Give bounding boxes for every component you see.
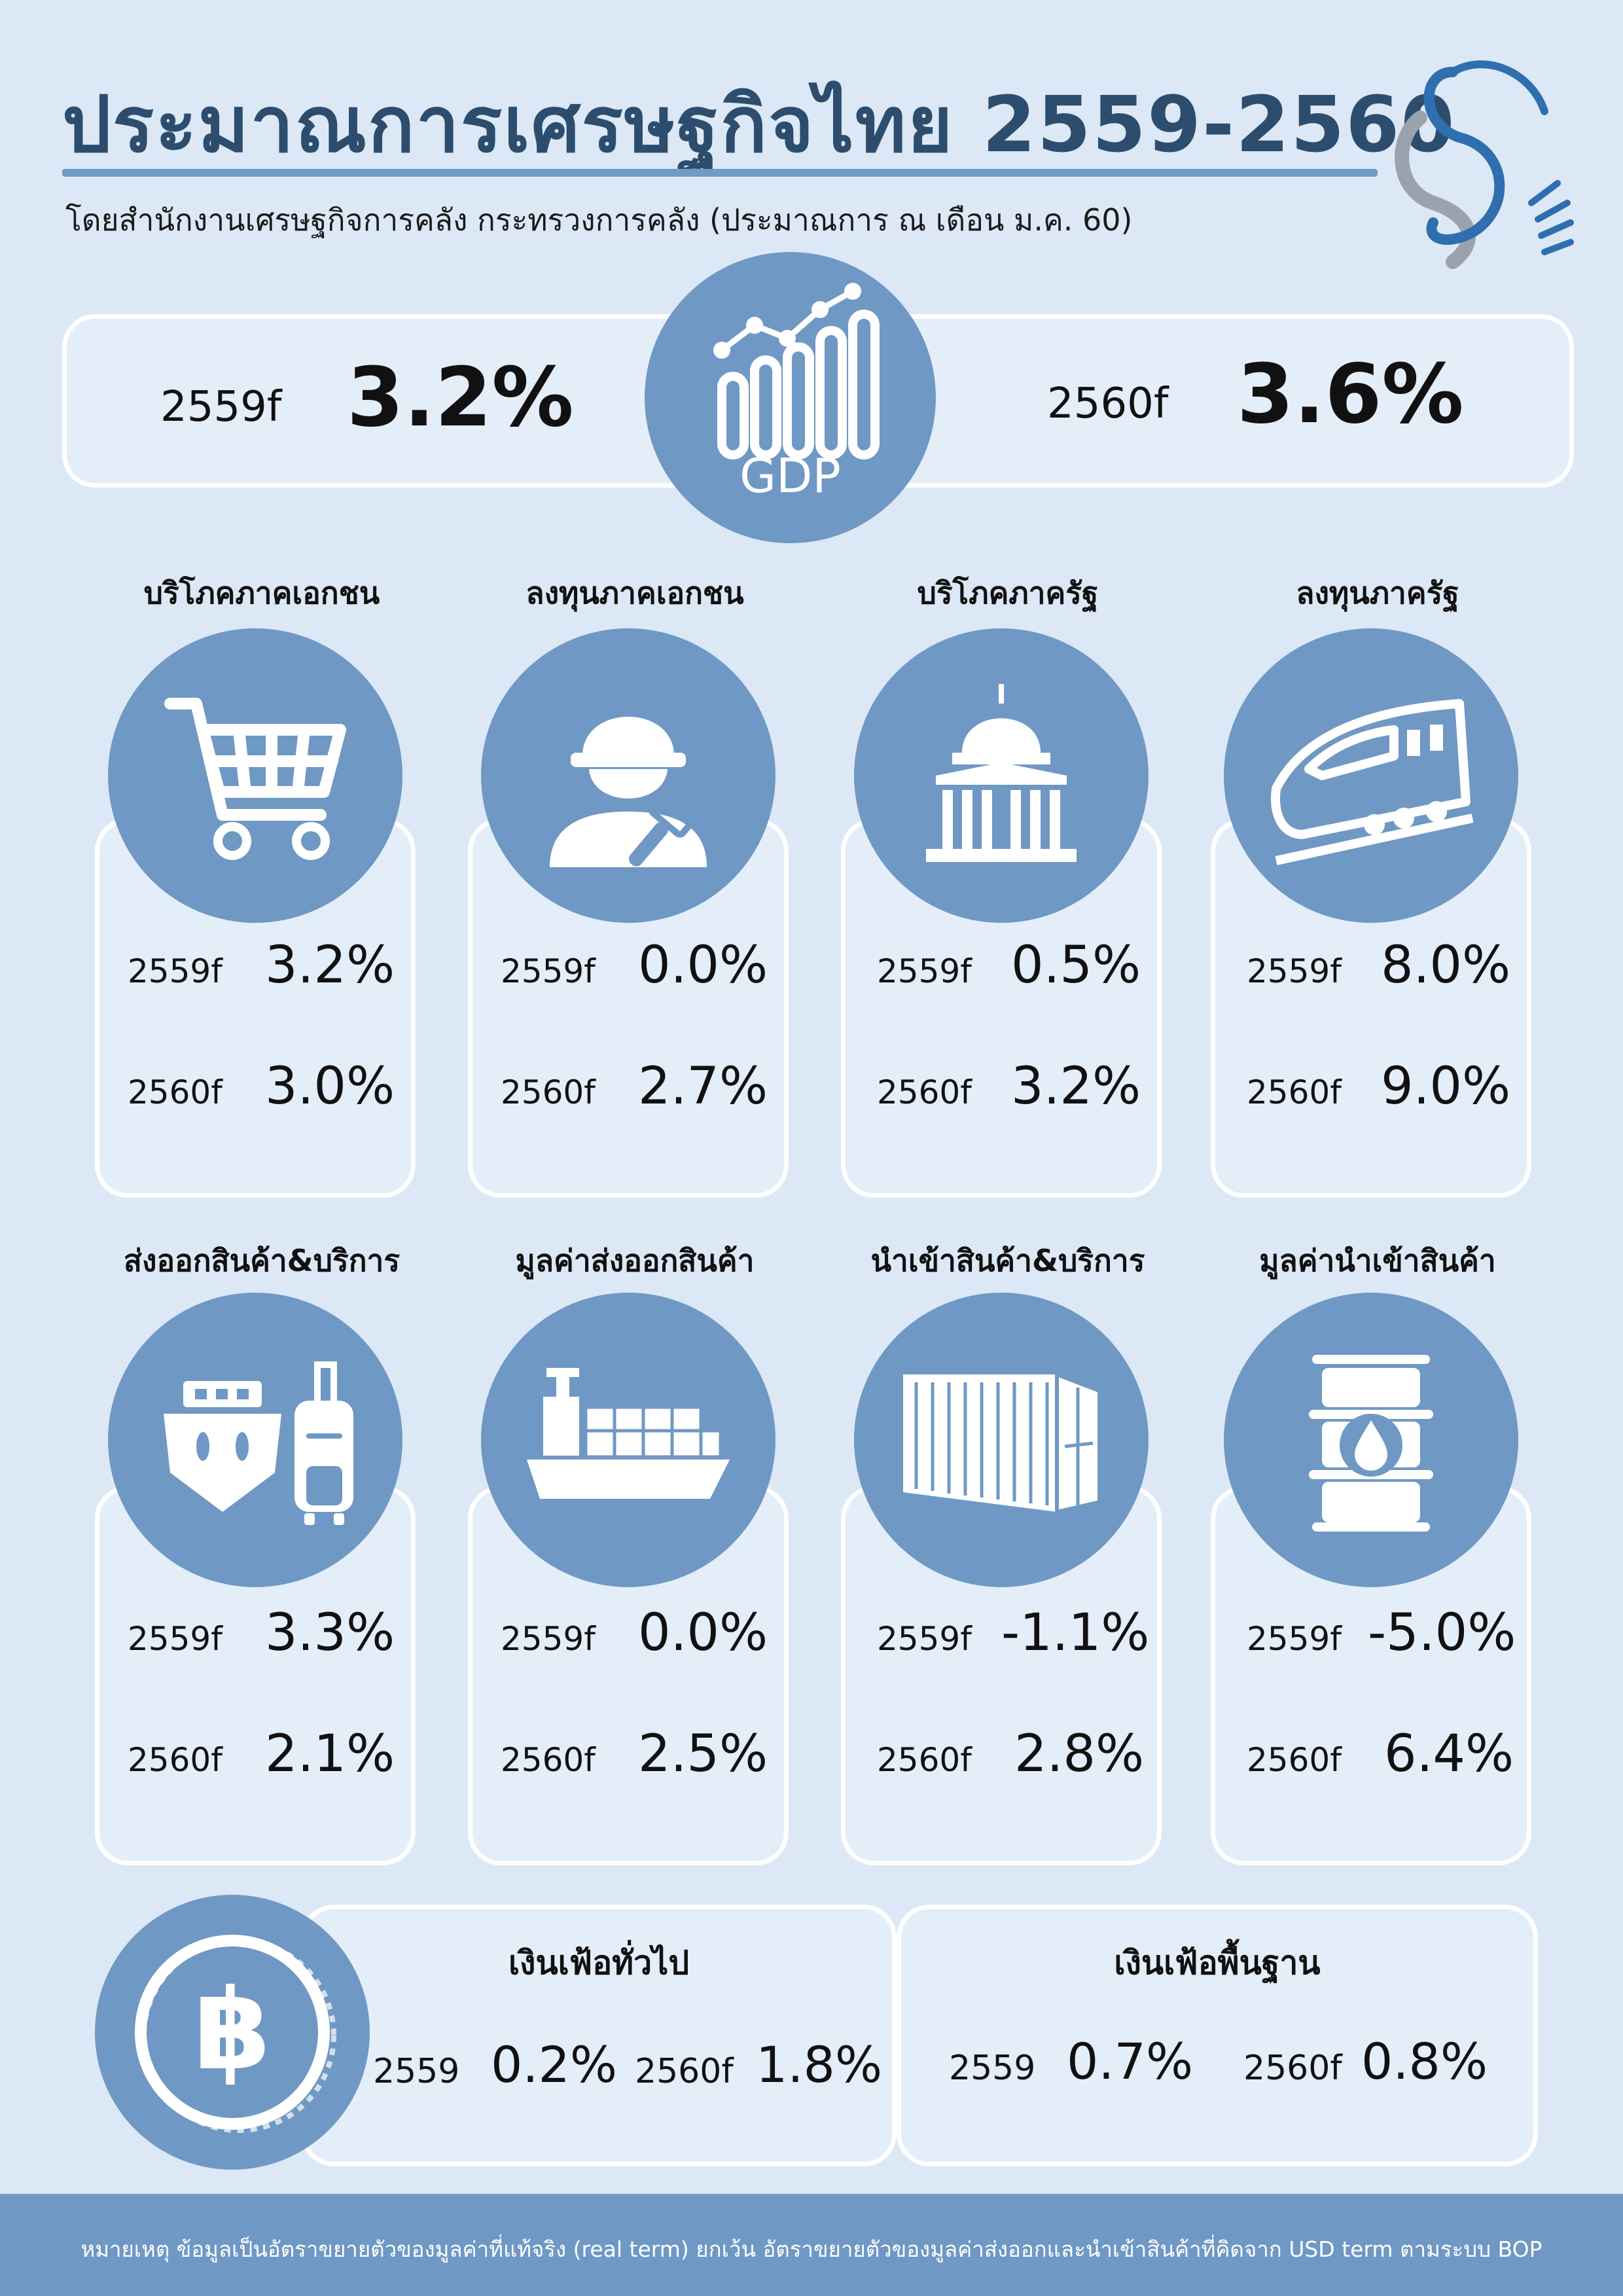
category-title: บริโภคภาครัฐ <box>917 575 1099 611</box>
category-circle <box>854 1293 1149 1587</box>
category-value-2: 9.0% <box>1381 1057 1511 1116</box>
category-year-2: 2560f <box>877 1073 972 1111</box>
baht-coin-icon: ฿ <box>135 1935 336 2133</box>
headline-inflation-year-2: 2560f <box>635 2052 734 2091</box>
category-year-1: 2559f <box>877 952 972 990</box>
category-title: มูลค่าส่งออกสินค้า <box>515 1243 755 1278</box>
category-value-2: 2.8% <box>1014 1725 1145 1784</box>
category-value-1: -1.1% <box>1001 1604 1150 1662</box>
category-value-2: 2.1% <box>265 1725 395 1784</box>
page-title: ประมาณการเศรษฐกิจไทย 2559-2560 <box>62 79 1456 170</box>
category-year-2: 2560f <box>128 1741 223 1779</box>
category-title: ลงทุนภาคเอกชน <box>526 575 744 611</box>
gdp-label: GDP <box>740 448 841 503</box>
category-year-1: 2559f <box>877 1620 972 1658</box>
category-year-2: 2560f <box>1247 1073 1342 1111</box>
category-value-1: 8.0% <box>1381 936 1511 995</box>
cargo-ship-icon <box>527 1368 730 1499</box>
category-circle <box>481 628 776 923</box>
oil-barrel-icon <box>1309 1355 1433 1532</box>
category-circle <box>108 628 402 923</box>
gdp-value-1: 3.2% <box>347 350 574 445</box>
category-value-2: 2.5% <box>638 1725 768 1784</box>
headline-inflation-value-1: 0.2% <box>491 2036 618 2094</box>
category-year-2: 2560f <box>501 1073 596 1111</box>
category-year-1: 2559f <box>1247 1620 1342 1658</box>
category-year-2: 2560f <box>128 1073 223 1111</box>
gdp-circle: GDP <box>645 252 936 543</box>
category-year-1: 2559f <box>128 952 223 990</box>
category-year-2: 2560f <box>501 1741 596 1779</box>
ship-luggage-icon <box>164 1361 353 1525</box>
category-title: ลงทุนภาครัฐ <box>1296 575 1459 611</box>
worker-icon <box>550 717 707 867</box>
core-inflation-year-1: 2559 <box>949 2049 1036 2088</box>
category-value-1: 3.3% <box>265 1604 395 1662</box>
category-value-1: 0.0% <box>638 1604 768 1662</box>
category-year-2: 2560f <box>877 1741 972 1779</box>
page-subtitle: โดยสำนักงานเศรษฐกิจการคลัง กระทรวงการคลั… <box>65 202 1133 238</box>
headline-inflation-panel <box>301 1905 897 2166</box>
title-divider <box>62 169 1378 177</box>
category-value-2: 3.0% <box>265 1057 395 1116</box>
core-inflation-value-2: 0.8% <box>1361 2032 1488 2090</box>
bar-chart-icon <box>713 283 880 459</box>
category-circle <box>1224 628 1518 923</box>
container-icon <box>903 1371 1101 1515</box>
headline-inflation-value-2: 1.8% <box>756 2036 883 2094</box>
category-title: นำเข้าสินค้า&บริการ <box>870 1243 1145 1278</box>
category-title: บริโภคภาคเอกชน <box>143 575 380 611</box>
category-value-1: -5.0% <box>1368 1604 1516 1662</box>
category-value-2: 6.4% <box>1384 1725 1514 1784</box>
train-icon <box>1271 699 1474 865</box>
headline-inflation-year-1: 2559 <box>373 2052 460 2091</box>
core-inflation-panel <box>897 1905 1538 2166</box>
category-circle <box>108 1293 402 1587</box>
category-title: มูลค่านำเข้าสินค้า <box>1259 1243 1496 1278</box>
gdp-year-2: 2560f <box>1047 380 1169 428</box>
capitol-building-icon <box>926 684 1077 862</box>
gdp-year-1: 2559f <box>160 383 282 431</box>
category-year-1: 2559f <box>1247 952 1342 990</box>
footer-bar: หมายเหตุ ข้อมูลเป็นอัตราขยายตัวของมูลค่า… <box>0 2194 1623 2296</box>
svg-text:฿: ฿ <box>194 1965 271 2095</box>
core-inflation-year-2: 2560f <box>1243 2049 1342 2088</box>
shopping-cart-icon <box>164 698 346 860</box>
baht-coin-circle: ฿ <box>95 1895 370 2170</box>
category-value-1: 0.0% <box>638 936 768 995</box>
core-inflation-title: เงินเฟ้อพื้นฐาน <box>1114 1944 1321 1982</box>
category-value-1: 0.5% <box>1011 936 1141 995</box>
category-value-2: 2.7% <box>638 1057 768 1116</box>
footer-note: หมายเหตุ ข้อมูลเป็นอัตราขยายตัวของมูลค่า… <box>80 2236 1543 2262</box>
category-value-2: 3.2% <box>1011 1057 1141 1116</box>
category-year-2: 2560f <box>1247 1741 1342 1779</box>
category-circle <box>1224 1293 1518 1587</box>
category-value-1: 3.2% <box>265 936 395 995</box>
category-year-1: 2559f <box>128 1620 223 1658</box>
category-year-1: 2559f <box>501 1620 596 1658</box>
category-title: ส่งออกสินค้า&บริการ <box>123 1243 401 1278</box>
headline-inflation-title: เงินเฟ้อทั่วไป <box>508 1944 690 1982</box>
gdp-value-2: 3.6% <box>1237 347 1464 442</box>
category-year-1: 2559f <box>501 952 596 990</box>
fpo-logo-icon <box>1381 46 1590 281</box>
category-circle <box>481 1293 776 1587</box>
core-inflation-value-1: 0.7% <box>1067 2032 1194 2090</box>
category-circle <box>854 628 1149 923</box>
